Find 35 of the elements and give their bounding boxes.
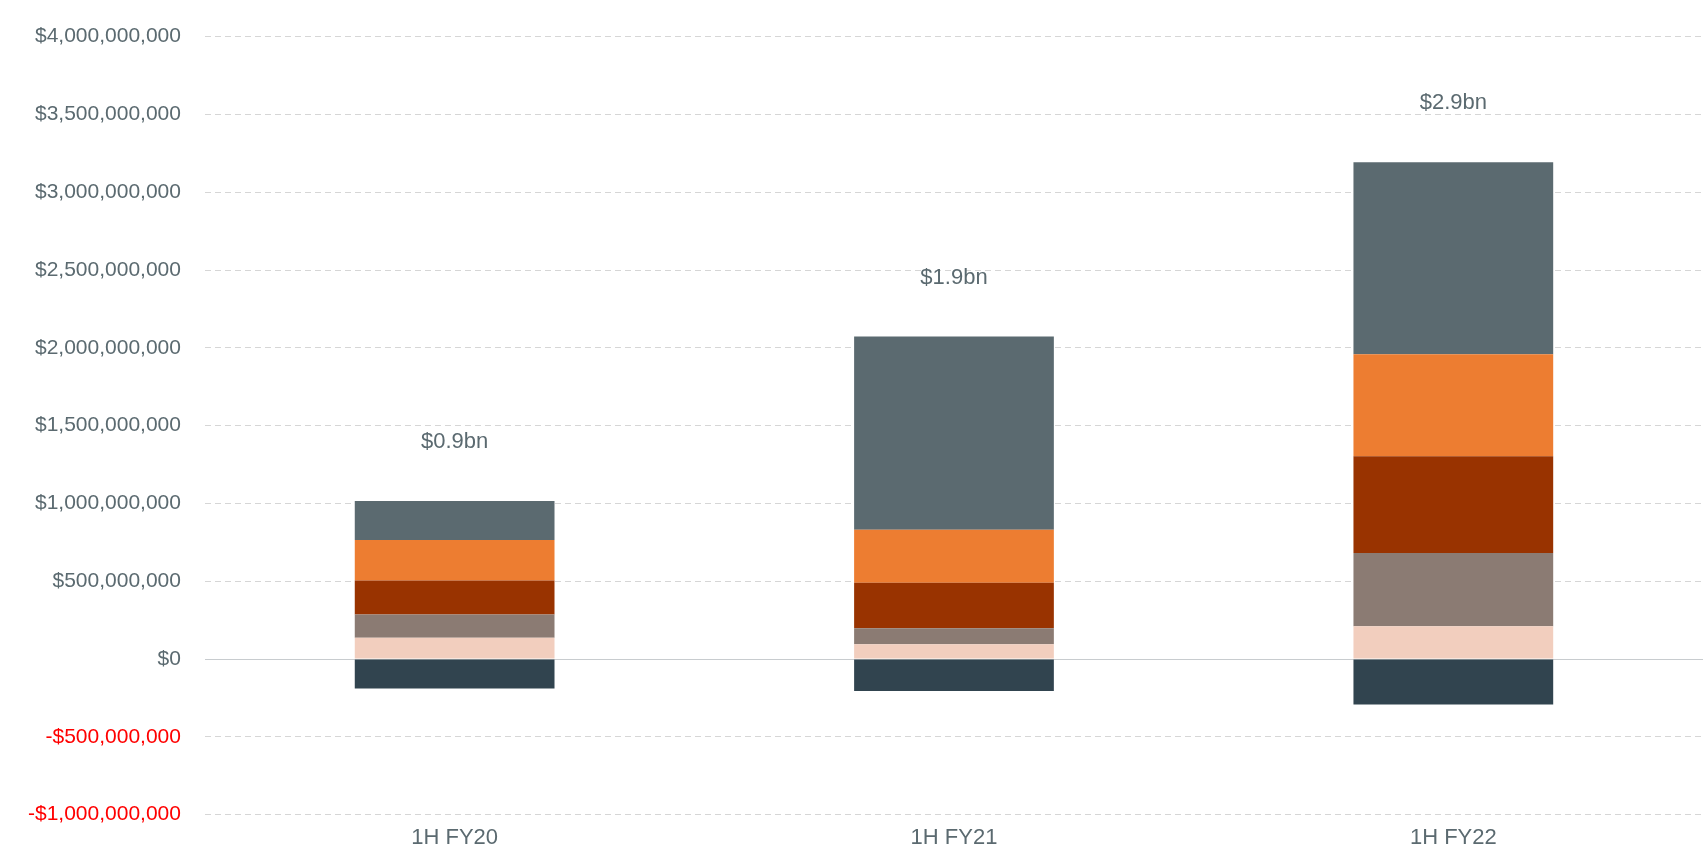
y-tick-label: $4,000,000,000 (34, 23, 181, 47)
bar (354, 637, 555, 659)
y-tick-label: -$1,000,000,000 (28, 801, 181, 825)
bar (1353, 552, 1554, 627)
bar (854, 336, 1054, 530)
bar (1353, 626, 1554, 659)
total-label: $0.9bn (420, 427, 489, 453)
bar (1353, 659, 1554, 705)
y-tick-label: $3,000,000,000 (34, 179, 181, 202)
bar (854, 628, 1054, 645)
bar (854, 644, 1054, 659)
y-tick-label: $3,500,000,000 (34, 101, 181, 125)
y-tick-label: $0 (157, 645, 181, 669)
x-tick-label: 1H FY22 (1409, 823, 1497, 849)
x-tick-label: 1H FY21 (910, 823, 998, 849)
bar (854, 582, 1054, 629)
y-tick-label: $1,000,000,000 (34, 490, 181, 514)
bar (354, 614, 555, 638)
bar (354, 659, 555, 689)
y-tick-label: $2,000,000,000 (34, 334, 181, 358)
total-label: $2.9bn (1419, 89, 1487, 115)
y-tick-label: $1,500,000,000 (34, 412, 181, 436)
bar (854, 659, 1054, 691)
bar (354, 580, 555, 615)
bar (1353, 354, 1554, 457)
bar (854, 529, 1054, 583)
x-tick-label: 1H FY20 (411, 823, 499, 849)
bar (354, 500, 555, 541)
bar (1353, 162, 1554, 355)
bar (354, 540, 555, 581)
y-tick-label: -$500,000,000 (45, 723, 181, 747)
bar (1353, 456, 1554, 553)
total-label: $1.9bn (920, 263, 988, 289)
y-tick-label: $2,500,000,000 (34, 256, 181, 280)
y-tick-label: $500,000,000 (52, 568, 181, 591)
